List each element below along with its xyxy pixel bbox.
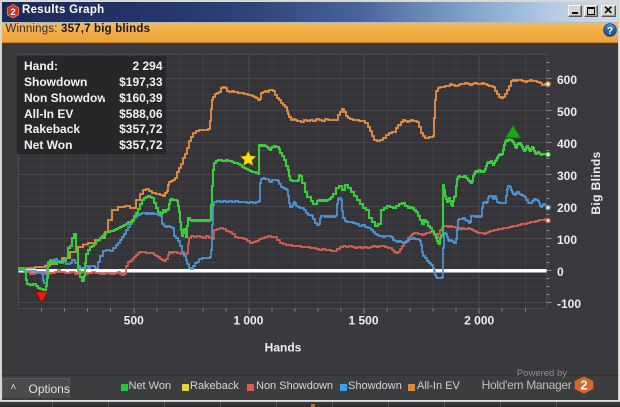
svg-text:100: 100 xyxy=(557,233,577,247)
svg-text:600: 600 xyxy=(557,73,577,87)
svg-text:400: 400 xyxy=(557,137,577,151)
svg-text:2: 2 xyxy=(10,6,15,17)
svg-text:1 000: 1 000 xyxy=(233,314,263,328)
svg-text:?: ? xyxy=(606,26,612,37)
svg-text:Hands: Hands xyxy=(265,341,302,355)
svg-text:2 000: 2 000 xyxy=(464,314,494,328)
svg-text:500: 500 xyxy=(557,105,577,119)
svg-text:200: 200 xyxy=(557,201,577,215)
svg-text:Big Blinds: Big Blinds xyxy=(589,151,603,214)
svg-text:2: 2 xyxy=(580,378,587,392)
svg-text:1 500: 1 500 xyxy=(348,314,378,328)
svg-text:0: 0 xyxy=(557,265,564,279)
svg-text:500: 500 xyxy=(124,314,144,328)
svg-text:-100: -100 xyxy=(557,297,581,311)
svg-text:300: 300 xyxy=(557,169,577,183)
